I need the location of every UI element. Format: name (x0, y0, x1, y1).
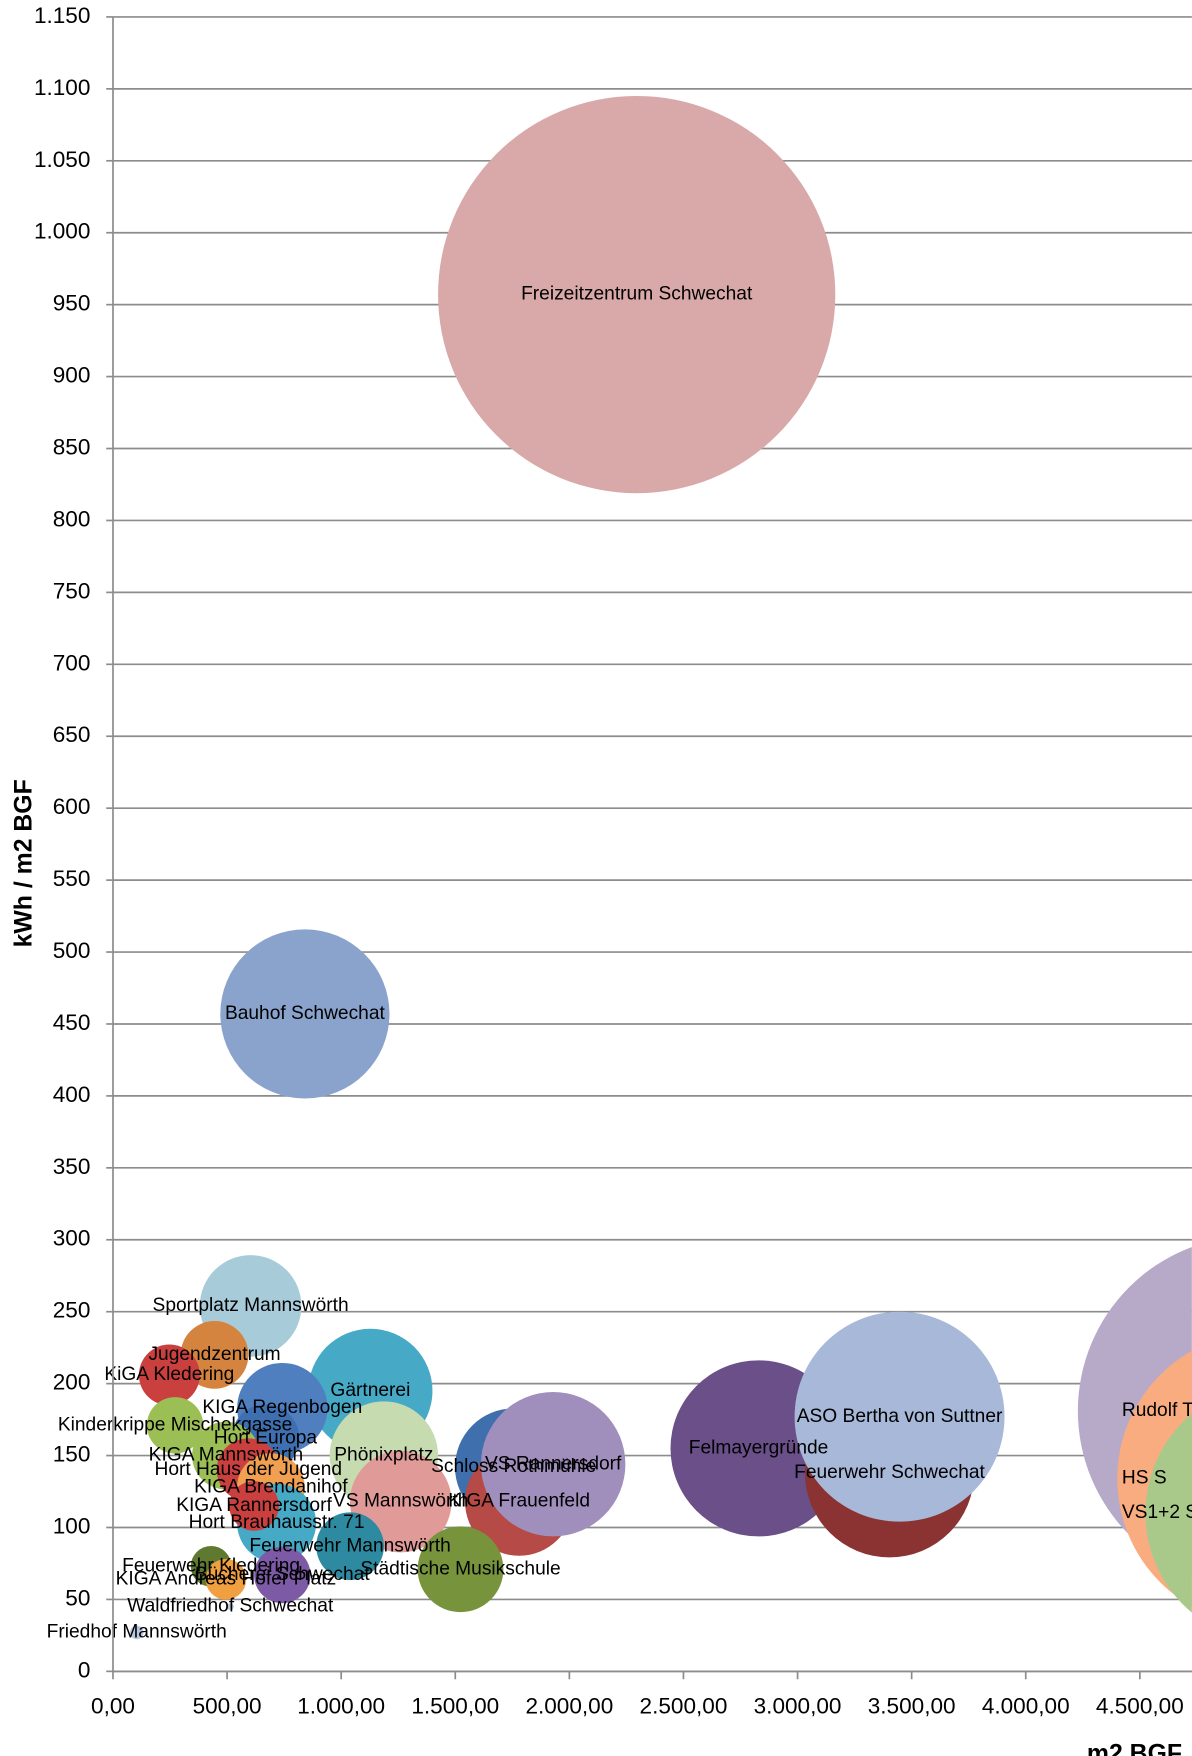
y-tick-label: 900 (53, 363, 91, 388)
bubble (205, 1558, 247, 1600)
x-tick-label: 0,00 (91, 1693, 135, 1718)
bubble-label: KIGA Brendanihof (194, 1476, 348, 1497)
y-tick-label: 250 (53, 1298, 91, 1323)
x-tick-label: 2.500,00 (640, 1693, 728, 1718)
bubble (438, 95, 836, 494)
y-tick-label: 0 (78, 1657, 91, 1682)
y-tick-label: 700 (53, 650, 91, 675)
y-tick-label: 800 (53, 506, 91, 531)
bubble (146, 1397, 204, 1454)
labels: Freizeitzentrum Schwechat Rudolf T HS S VS1… (47, 284, 1192, 1643)
bubble-label: KIGA Mannswörth (149, 1445, 304, 1466)
bubble (138, 1344, 200, 1406)
x-tick-label: 3.000,00 (754, 1693, 842, 1718)
bubble (1145, 1413, 1192, 1613)
x-tick-label: 1.500,00 (411, 1693, 499, 1718)
bubble-label: Feuerwehr Mannswörth (249, 1535, 450, 1556)
bubble-label: KIGA Rannersdorf (176, 1495, 332, 1516)
bubble-label: KIGA Andreas Hofer Platz (116, 1568, 337, 1589)
bubble-label: Hort Brauhausstr. 71 (189, 1512, 365, 1533)
x-tick-label: 3.500,00 (868, 1693, 956, 1718)
y-tick-label: 300 (53, 1226, 91, 1251)
x-tick-label: 500,00 (193, 1693, 262, 1718)
y-tick-label: 50 (65, 1585, 90, 1610)
x-axis-title: m2 BGF (1087, 1740, 1182, 1756)
x-tick-label: 4.500,00 (1096, 1693, 1184, 1718)
bubble-label: KIGA Frauenfeld (448, 1491, 590, 1512)
bubble (129, 1625, 144, 1640)
x-tick-label: 4.000,00 (982, 1693, 1070, 1718)
y-tick-label: 150 (53, 1442, 91, 1467)
bubble-label: KIGA Regenbogen (202, 1397, 362, 1418)
bubble (417, 1526, 504, 1613)
x-tick-label: 2.000,00 (525, 1693, 613, 1718)
y-tick-label: 650 (53, 722, 91, 747)
bubble-label: VS Rannersdorf (485, 1453, 622, 1474)
bubble-label: Friedhof Mannswörth (47, 1622, 227, 1643)
y-tick-label: 500 (53, 938, 91, 963)
y-tick-label: 1.100 (34, 75, 90, 100)
bubble-label: KiGA Kledering (104, 1364, 234, 1385)
bubble-label: Gärtnerei (330, 1380, 410, 1401)
bubble (226, 1603, 234, 1611)
bubble-label: Bücherei Schwechat (195, 1564, 370, 1585)
y-tick-label: 200 (53, 1370, 91, 1395)
bubble-label: Sportplatz Mannswörth (153, 1295, 349, 1316)
bubble-label: Städtische Musikschule (360, 1558, 560, 1579)
bubble-label: Rudolf T (1122, 1400, 1192, 1421)
bubble (794, 1311, 1005, 1522)
bubble-label: Hort Haus der Jugend (155, 1459, 343, 1480)
bubble-label: Feuerwehr Schwechat (794, 1462, 985, 1483)
y-tick-label: 1.000 (34, 219, 90, 244)
bubble-label: Feuerwehr Kledering (122, 1555, 300, 1576)
bubble-label: Phönixplatz (334, 1445, 433, 1466)
y-axis-title: kWh / m2 BGF (11, 779, 38, 947)
y-tick-label: 850 (53, 434, 91, 459)
y-tick-label: 400 (53, 1082, 91, 1107)
bubble-label: Schloss Rothmühle (431, 1456, 596, 1477)
bubble-label: VS1+2 S (1122, 1502, 1192, 1523)
x-tick-label: 1.000,00 (297, 1693, 385, 1718)
bubble-label: HS S (1122, 1468, 1167, 1489)
bubbles (129, 95, 1192, 1640)
bubble-label: VS Mannswörth (333, 1491, 468, 1512)
bubble (229, 1481, 279, 1531)
bubble (220, 929, 390, 1099)
y-tick-label: 1.050 (34, 147, 90, 172)
bubble-label: Freizeitzentrum Schwechat (521, 284, 753, 305)
bubble-label: Waldfriedhof Schwechat (127, 1596, 334, 1617)
bubble-label: Felmayergründe (689, 1437, 829, 1458)
bubble-label: Bauhof Schwechat (225, 1003, 386, 1024)
y-tick-label: 100 (53, 1513, 91, 1538)
y-tick-label: 950 (53, 291, 91, 316)
y-tick-label: 600 (53, 794, 91, 819)
y-tick-label: 1.150 (34, 3, 90, 28)
bubble-label: ASO Bertha von Suttner (797, 1406, 1003, 1427)
bubble (316, 1512, 384, 1581)
bubble-label: Hort Europa (214, 1427, 318, 1448)
y-tick-label: 750 (53, 578, 91, 603)
bubble (480, 1391, 626, 1537)
bubble-label: Jugendzentrum (148, 1344, 280, 1365)
y-tick-label: 550 (53, 866, 91, 891)
bubble (254, 1546, 311, 1604)
bubble-label: Kinderkrippe Mischekgasse (58, 1414, 292, 1435)
axes: 0 50 100 150 200 250 300 350 400 450 500 550 600 650 7… (34, 3, 1192, 1718)
y-tick-label: 350 (53, 1154, 91, 1179)
y-tick-label: 450 (53, 1010, 91, 1035)
